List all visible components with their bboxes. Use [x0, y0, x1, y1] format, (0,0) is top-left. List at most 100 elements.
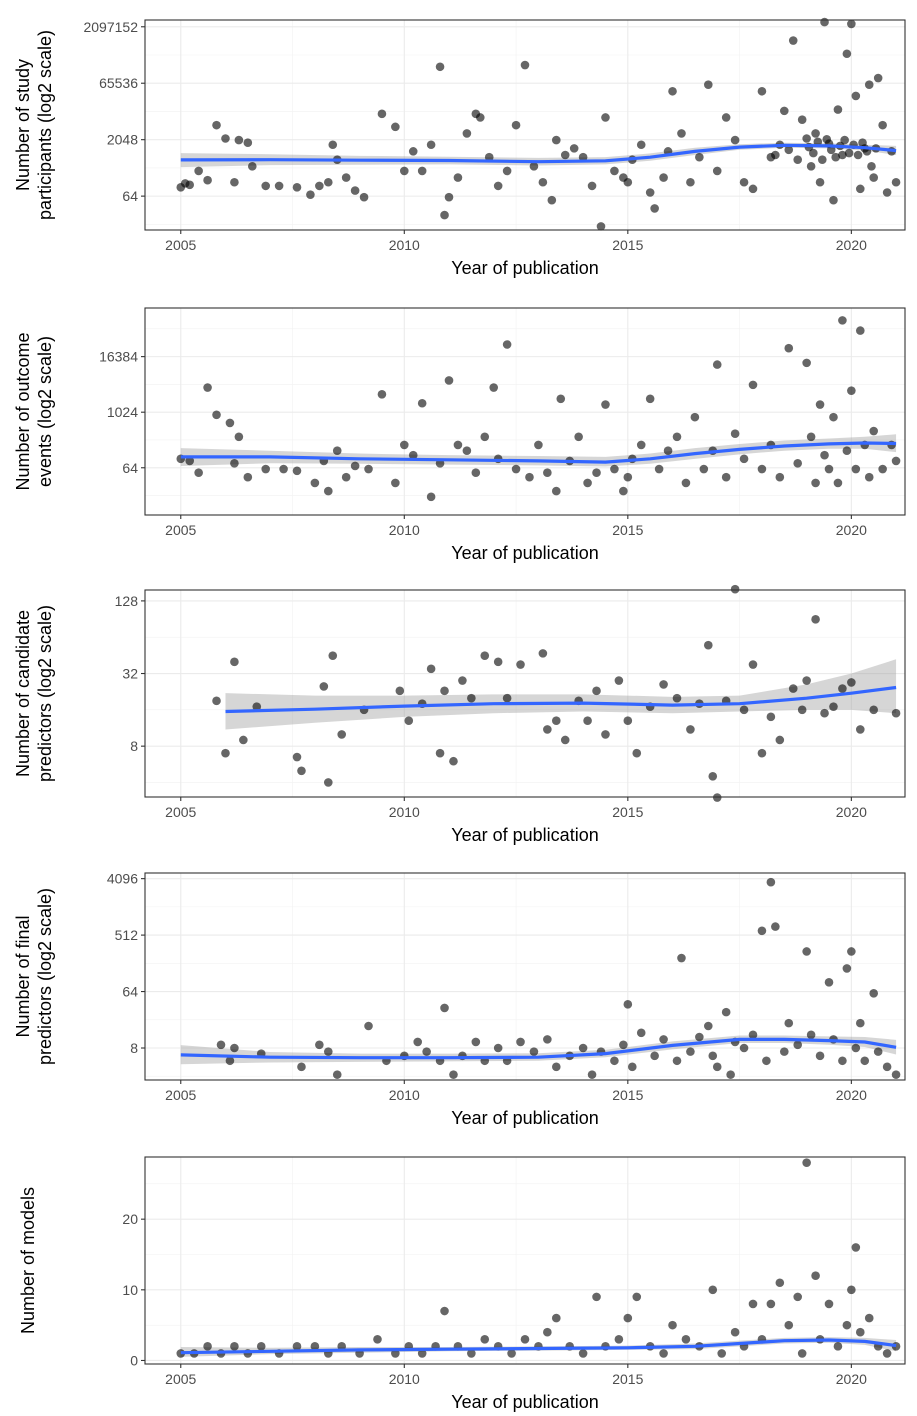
data-point [489, 383, 499, 392]
data-point [328, 651, 338, 660]
data-point [471, 468, 481, 478]
data-point [578, 152, 588, 162]
data-point [610, 464, 619, 474]
data-point [842, 49, 852, 59]
x-tick-label: 2015 [612, 522, 643, 538]
y-tick-label: 10 [122, 1282, 138, 1298]
data-point [520, 1334, 530, 1344]
data-point [404, 716, 414, 726]
data-point [569, 144, 579, 153]
data-point [212, 120, 221, 130]
data-point [891, 456, 901, 466]
data-point [467, 1349, 476, 1358]
data-point [462, 129, 472, 138]
data-point [811, 478, 820, 488]
data-point [216, 1040, 226, 1050]
data-point [627, 1062, 637, 1072]
data-point [623, 1000, 633, 1009]
data-point [243, 138, 253, 148]
data-point [610, 166, 619, 176]
data-point [551, 1062, 561, 1072]
plot-background [145, 308, 905, 515]
chart-panel-4: 8 64 512 4096 2005 2010 2015 2020 Year of public… [13, 871, 906, 1128]
data-point [775, 1278, 785, 1288]
chart-panel-2: 64 1024 16384 2005 2010 2015 2020 Year of publi… [13, 307, 906, 563]
data-point [855, 1327, 865, 1337]
data-point [292, 1342, 302, 1351]
data-point [766, 712, 776, 722]
data-point [695, 1032, 704, 1042]
data-point [534, 440, 543, 450]
data-point [319, 682, 329, 691]
data-point [869, 705, 879, 715]
data-point [261, 464, 271, 474]
data-point [726, 1070, 735, 1079]
data-point [516, 1037, 525, 1047]
data-point [840, 135, 849, 145]
data-point [511, 464, 521, 474]
panel-border [144, 1156, 906, 1365]
data-point [592, 686, 601, 696]
data-point [230, 1342, 239, 1351]
data-point [748, 380, 758, 390]
data-point [619, 486, 628, 496]
data-point [891, 1070, 901, 1079]
data-point [842, 964, 852, 973]
data-point [847, 678, 856, 687]
data-point [820, 708, 829, 718]
data-point [408, 450, 418, 460]
data-point [820, 17, 829, 27]
y-axis-title-line: predictors (log2 scale) [35, 605, 55, 782]
data-point [230, 657, 239, 667]
data-point [650, 204, 659, 213]
data-point [453, 440, 463, 450]
data-point [851, 1043, 861, 1053]
x-tick-label: 2020 [836, 522, 867, 538]
x-axis-title: Year of publication [451, 258, 598, 278]
data-point [377, 109, 387, 119]
data-point [525, 472, 534, 482]
data-point [882, 1062, 892, 1072]
plot-background [145, 873, 905, 1080]
data-point [844, 148, 854, 158]
data-point [838, 316, 847, 325]
plot-background [145, 1157, 905, 1364]
data-point [408, 147, 418, 156]
y-axis-title-line: Number of candidate [13, 610, 33, 777]
data-point [811, 129, 820, 138]
data-point [619, 1040, 628, 1050]
x-tick-label: 2010 [389, 1371, 420, 1387]
panel-border [144, 307, 906, 516]
y-axis-title-line: events (log2 scale) [35, 336, 55, 487]
data-point [878, 120, 887, 130]
data-point [610, 1056, 619, 1066]
data-point [592, 468, 601, 478]
data-point [721, 1007, 731, 1017]
data-point [703, 640, 713, 650]
x-tick-label: 2010 [389, 804, 420, 820]
data-point [784, 1320, 794, 1330]
data-point [686, 1047, 695, 1056]
data-point [788, 684, 798, 693]
data-point [784, 145, 794, 155]
data-point [864, 472, 874, 482]
data-point [632, 748, 642, 758]
x-tick-label: 2020 [836, 1371, 867, 1387]
data-point [484, 152, 494, 162]
x-axis-title: Year of publication [451, 825, 598, 845]
data-point [829, 195, 838, 205]
data-point [699, 464, 709, 474]
data-point [824, 977, 834, 987]
data-point [708, 1051, 718, 1061]
data-point [757, 926, 767, 936]
y-tick-label: 64 [122, 460, 138, 476]
data-point [784, 1018, 794, 1028]
data-point [659, 1035, 668, 1044]
data-point [891, 708, 901, 718]
plot-background [145, 590, 905, 797]
data-point [842, 446, 852, 455]
data-point [721, 472, 731, 482]
data-point [297, 766, 306, 776]
data-point [341, 173, 351, 182]
panel-border [144, 19, 906, 231]
